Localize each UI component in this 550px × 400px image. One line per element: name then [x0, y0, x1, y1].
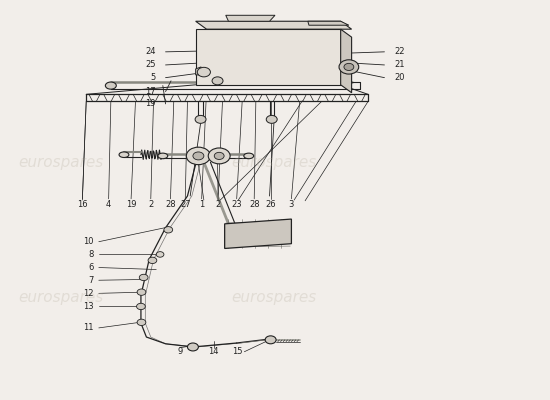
Polygon shape — [226, 15, 275, 21]
Text: 4: 4 — [106, 200, 111, 209]
Text: 22: 22 — [394, 47, 405, 56]
Ellipse shape — [158, 153, 168, 159]
Polygon shape — [340, 29, 351, 93]
Polygon shape — [308, 21, 349, 25]
Text: 15: 15 — [233, 347, 243, 356]
Text: 6: 6 — [88, 263, 94, 272]
Polygon shape — [196, 29, 340, 85]
Circle shape — [188, 343, 199, 351]
Circle shape — [339, 60, 359, 74]
Text: 2: 2 — [148, 200, 153, 209]
Text: 8: 8 — [88, 250, 94, 259]
Text: eurospares: eurospares — [231, 155, 316, 170]
Text: 3: 3 — [289, 200, 294, 209]
Circle shape — [164, 227, 173, 233]
Circle shape — [186, 147, 211, 165]
Circle shape — [266, 115, 277, 123]
Ellipse shape — [119, 152, 129, 158]
Text: 25: 25 — [145, 60, 156, 70]
Text: 19: 19 — [126, 200, 136, 209]
Circle shape — [212, 77, 223, 85]
Polygon shape — [196, 67, 201, 75]
Circle shape — [137, 319, 146, 326]
Circle shape — [208, 148, 230, 164]
Circle shape — [137, 289, 146, 295]
Text: eurospares: eurospares — [18, 290, 103, 305]
Circle shape — [265, 336, 276, 344]
Circle shape — [156, 252, 164, 257]
Text: 5: 5 — [151, 73, 156, 82]
Text: 11: 11 — [83, 324, 94, 332]
Circle shape — [148, 257, 157, 264]
Text: eurospares: eurospares — [18, 155, 103, 170]
Text: eurospares: eurospares — [231, 290, 316, 305]
Ellipse shape — [244, 153, 254, 159]
Text: 17: 17 — [145, 87, 156, 96]
Text: 13: 13 — [82, 302, 94, 311]
Circle shape — [344, 63, 354, 70]
Circle shape — [197, 67, 211, 77]
Text: 1: 1 — [199, 200, 204, 209]
Text: 2: 2 — [216, 200, 221, 209]
Text: 12: 12 — [83, 289, 94, 298]
Text: 16: 16 — [77, 200, 87, 209]
Polygon shape — [224, 219, 292, 248]
Circle shape — [139, 274, 148, 281]
Ellipse shape — [106, 82, 116, 89]
Circle shape — [193, 152, 204, 160]
Text: 21: 21 — [394, 60, 405, 70]
Text: 19: 19 — [145, 99, 156, 108]
Circle shape — [214, 152, 224, 160]
Text: 7: 7 — [88, 276, 94, 285]
Text: 10: 10 — [83, 237, 94, 246]
Circle shape — [195, 115, 206, 123]
Polygon shape — [196, 21, 351, 29]
Text: 26: 26 — [265, 200, 276, 209]
Text: 24: 24 — [145, 47, 156, 56]
Text: 20: 20 — [394, 73, 405, 82]
Text: 9: 9 — [177, 347, 183, 356]
Circle shape — [136, 303, 145, 310]
Text: 23: 23 — [232, 200, 242, 209]
Text: 28: 28 — [165, 200, 176, 209]
Text: 28: 28 — [249, 200, 260, 209]
Text: 27: 27 — [180, 200, 190, 209]
Text: 14: 14 — [208, 347, 219, 356]
